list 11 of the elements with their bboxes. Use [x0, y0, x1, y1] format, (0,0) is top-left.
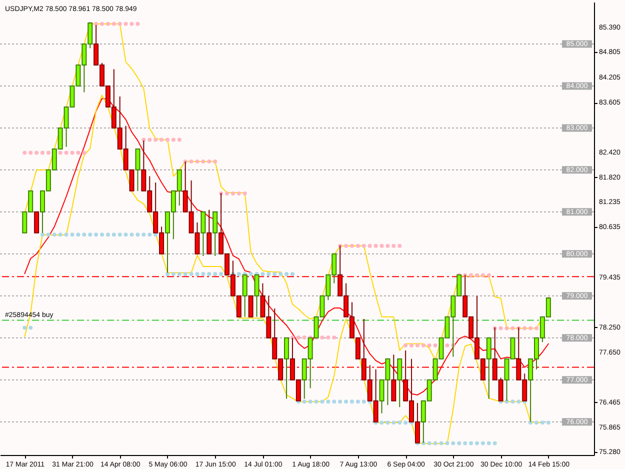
candlestick	[34, 211, 40, 234]
candlestick	[200, 211, 206, 256]
candlestick	[206, 209, 212, 254]
candlestick	[284, 337, 290, 400]
candlestick	[248, 295, 254, 318]
candlestick	[486, 337, 492, 400]
candlestick	[242, 274, 248, 318]
candlestick	[135, 148, 140, 192]
candlestick	[397, 358, 402, 408]
candlestick	[254, 274, 260, 318]
candlestick	[212, 211, 218, 256]
